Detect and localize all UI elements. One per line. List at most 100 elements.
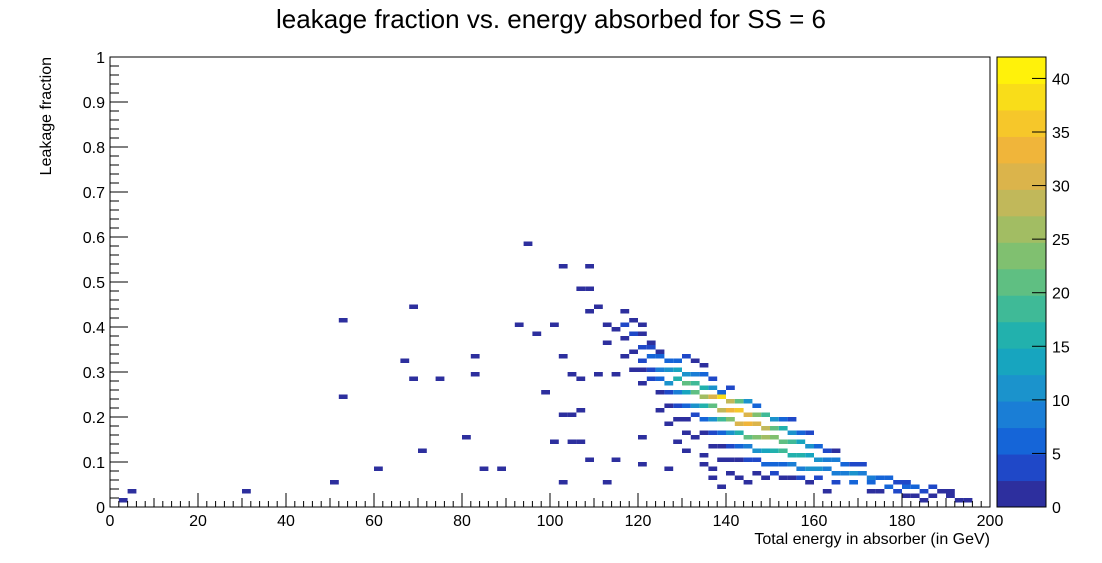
heatmap-bin (761, 435, 770, 440)
colorbar-segment (997, 83, 1046, 111)
x-tick-label: 0 (106, 513, 115, 530)
heatmap-bin (646, 354, 656, 359)
heatmap-bin (937, 489, 946, 494)
heatmap-bin (638, 462, 647, 467)
colorbar-tick-label: 40 (1052, 71, 1070, 88)
heatmap-bin (699, 403, 709, 408)
heatmap-bin (822, 448, 832, 453)
heatmap-bin (708, 417, 718, 422)
heatmap-bin (655, 390, 665, 395)
heatmap-bin (620, 336, 630, 341)
heatmap-bin (778, 462, 788, 467)
heatmap-bin (462, 435, 471, 440)
heatmap-bin (814, 475, 823, 480)
heatmap-bin (814, 466, 823, 471)
heatmap-bin (708, 394, 718, 399)
heatmap-bin (831, 457, 841, 462)
colorbar-segment (997, 109, 1046, 137)
heatmap-bin (655, 376, 665, 381)
heatmap-bin (946, 489, 955, 494)
heatmap-bin (400, 358, 410, 363)
heatmap-bin (787, 417, 797, 422)
colorbar-segment (997, 427, 1046, 455)
heatmap-bin (699, 385, 709, 390)
heatmap-bin (690, 435, 700, 440)
heatmap-bin (550, 439, 559, 444)
heatmap-bin (708, 385, 718, 390)
heatmap-bin (664, 403, 674, 408)
heatmap-bin (418, 448, 427, 453)
heatmap-bin (602, 480, 612, 485)
heatmap-bin (655, 408, 665, 413)
colorbar-segment (997, 268, 1046, 296)
heatmap-bin (849, 480, 858, 485)
x-tick-label: 80 (453, 513, 471, 530)
heatmap-bin (866, 480, 876, 485)
heatmap-bin (629, 367, 638, 372)
heatmap-bin (646, 367, 656, 372)
y-tick-label: 0.2 (83, 410, 105, 427)
heatmap-bin (558, 480, 568, 485)
heatmap-bin (734, 421, 744, 426)
heatmap-bin (893, 480, 902, 485)
heatmap-bin (699, 462, 709, 467)
heatmap-bin (690, 381, 700, 386)
heatmap-bin (514, 322, 524, 327)
heatmap-bin (743, 444, 753, 449)
colorbar-tick-label: 30 (1052, 179, 1070, 196)
heatmap-bin (778, 475, 788, 480)
colorbar-tick-label: 0 (1052, 500, 1061, 517)
heatmap-bin (770, 448, 779, 453)
heatmap-bin (541, 390, 550, 395)
heatmap-bin (752, 457, 762, 462)
heatmap-bin (620, 309, 630, 314)
heatmap-bin (682, 448, 691, 453)
heatmap-bin (717, 444, 726, 449)
heatmap-bin (690, 403, 700, 408)
colorbar-segment (997, 57, 1046, 84)
y-tick-label: 0.7 (83, 185, 105, 202)
heatmap-bin (655, 349, 665, 354)
heatmap-bin (761, 412, 770, 417)
colorbar-segment (997, 295, 1046, 323)
heatmap-bin (726, 385, 735, 390)
heatmap-bin (884, 484, 894, 489)
heatmap-bin (699, 430, 709, 435)
heatmap-bin (831, 448, 841, 453)
heatmap-bin (620, 354, 630, 359)
heatmap-bin (866, 489, 876, 494)
heatmap-bin (620, 322, 630, 327)
heatmap-bin (638, 322, 647, 327)
heatmap-bin (690, 358, 700, 363)
y-tick-label: 0.4 (83, 320, 105, 337)
heatmap-bin (770, 462, 779, 467)
heatmap-bin (761, 462, 770, 467)
x-axis: 0 20 40 60 80 100 120 140 160 180 200 (106, 493, 1004, 530)
heatmap-bin (875, 475, 885, 480)
heatmap-bin (673, 439, 682, 444)
heatmap-bin (338, 318, 348, 323)
heatmap-bin (726, 457, 735, 462)
heatmap-bin (778, 439, 788, 444)
heatmap-bin (928, 484, 938, 489)
heatmap-bin (673, 376, 682, 381)
heatmap-bin (409, 376, 418, 381)
heatmap-bin (602, 322, 612, 327)
heatmap-bin (409, 304, 418, 309)
heatmap-bin (576, 439, 586, 444)
colorbar-tick-label: 15 (1052, 339, 1070, 356)
colorbar-segment (997, 454, 1046, 482)
y-tick-label: 0 (96, 500, 105, 517)
heatmap-bin (734, 430, 744, 435)
heatmap-bin (629, 318, 638, 323)
heatmap-bin (752, 412, 762, 417)
heatmap-bin (805, 480, 814, 485)
heatmap-bin (664, 421, 674, 426)
x-tick-label: 200 (977, 513, 1004, 530)
heatmap-bin (805, 453, 814, 458)
heatmap-bin (682, 354, 691, 359)
heatmap-bin (743, 421, 753, 426)
x-tick-label: 100 (537, 513, 564, 530)
heatmap-bin (479, 466, 489, 471)
heatmap-bin (558, 412, 568, 417)
